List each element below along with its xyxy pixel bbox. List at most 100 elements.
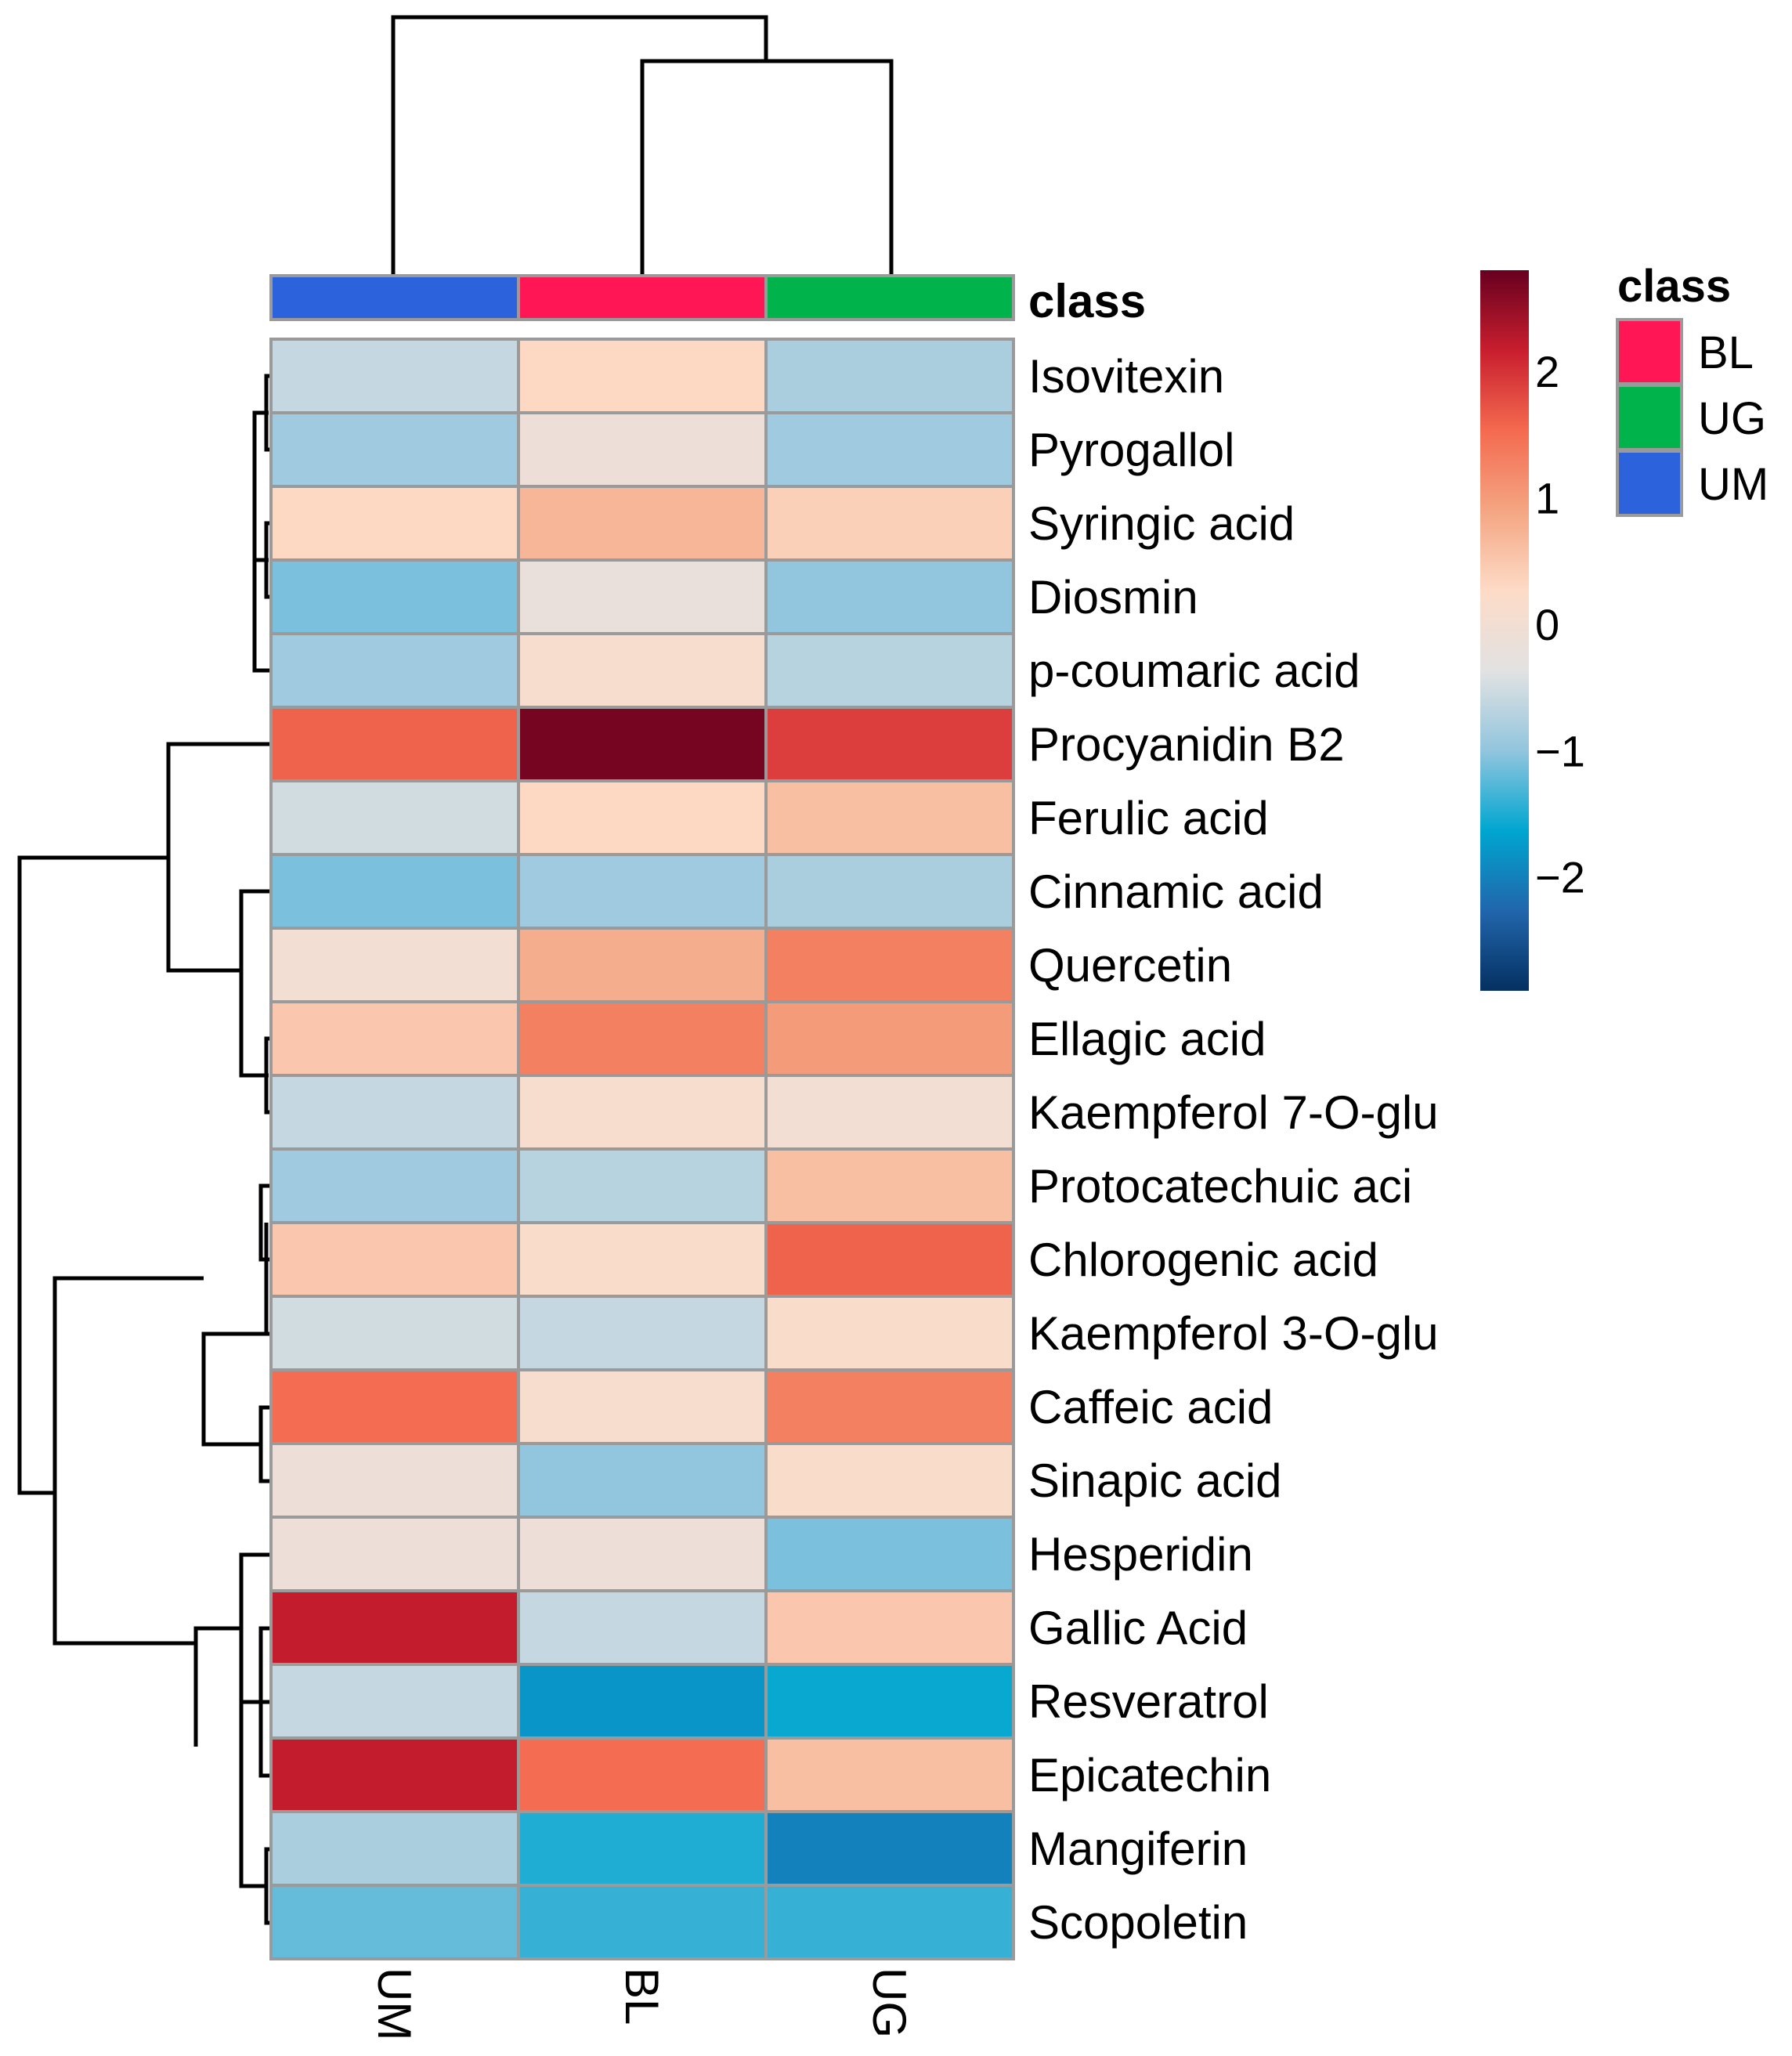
heatmap-cell [269, 1516, 520, 1592]
heatmap-cell [269, 1000, 520, 1077]
heatmap-cell [764, 1663, 1015, 1740]
heatmap-cell [517, 1884, 768, 1960]
colorbar-tick-label: −1 [1535, 726, 1585, 775]
row-label: Ellagic acid [1028, 1013, 1266, 1065]
heatmap-cell [269, 632, 520, 709]
heatmap-cell [269, 1221, 520, 1298]
class-annotation-bar [269, 274, 1015, 321]
heatmap-cell [269, 927, 520, 1003]
heatmap-cell [764, 1368, 1015, 1445]
heatmap-cell [269, 1736, 520, 1813]
row-label: Quercetin [1028, 939, 1232, 992]
colorbar-tick-label: 2 [1535, 347, 1559, 396]
heatmap-cell [764, 1736, 1015, 1813]
heatmap-cell [517, 1663, 768, 1740]
colorbar-tick-label: 1 [1535, 474, 1559, 523]
row-label: Resveratrol [1028, 1675, 1269, 1728]
heatmap-cell [269, 1663, 520, 1740]
heatmap-cell [764, 558, 1015, 635]
row-label: Cinnamic acid [1028, 865, 1324, 918]
heatmap-cell [269, 1884, 520, 1960]
heatmap-cell [517, 1074, 768, 1151]
heatmap-cell [764, 338, 1015, 414]
heatmap-cell [764, 1000, 1015, 1077]
heatmap-cell [517, 411, 768, 488]
heatmap-cell [517, 1368, 768, 1445]
heatmap-cell [269, 1074, 520, 1151]
heatmap-cell [269, 779, 520, 856]
annotation-cell-bl [517, 274, 768, 321]
row-label: Hesperidin [1028, 1528, 1253, 1581]
heatmap-cell [517, 632, 768, 709]
heatmap-cell [764, 779, 1015, 856]
heatmap-cell [269, 706, 520, 782]
heatmap-cell [269, 411, 520, 488]
row-label: Scopoletin [1028, 1896, 1248, 1949]
row-label: Sinapic acid [1028, 1454, 1282, 1507]
heatmap-cell [517, 338, 768, 414]
row-label: Mangiferin [1028, 1823, 1248, 1875]
heatmap-cell [269, 853, 520, 930]
heatmap-cell [764, 632, 1015, 709]
heatmap-cell [764, 1442, 1015, 1519]
heatmap-cell [517, 927, 768, 1003]
annotation-cell-um [269, 274, 520, 321]
row-label: Ferulic acid [1028, 792, 1269, 844]
class-legend: class BL UG UM [1616, 261, 1769, 517]
heatmap-cell [764, 1810, 1015, 1887]
heatmap-cell [764, 927, 1015, 1003]
row-label: Syringic acid [1028, 497, 1295, 550]
legend-swatch-um [1616, 450, 1683, 517]
legend-items: BL UG UM [1616, 318, 1769, 517]
heatmap-cell [764, 1516, 1015, 1592]
heatmap-cell [764, 1589, 1015, 1666]
legend-swatch-ug [1616, 384, 1683, 451]
legend-label-bl: BL [1698, 327, 1754, 378]
row-labels: Isovitexin Pyrogallol Syringic acid Diosmin… [1028, 350, 1439, 1949]
annotation-title: class [1028, 275, 1146, 327]
row-label: Chlorogenic acid [1028, 1234, 1378, 1286]
heatmap-cell [517, 1147, 768, 1224]
row-label: Pyrogallol [1028, 424, 1234, 476]
heatmap-cell [517, 1442, 768, 1519]
heatmap-cell [269, 558, 520, 635]
legend-swatch-bl [1616, 318, 1683, 385]
heatmap-cell [269, 1295, 520, 1371]
colorbar: 2 1 0 −1 −2 [1480, 270, 1585, 991]
colorbar-tick-label: 0 [1535, 600, 1559, 649]
heatmap-cell [764, 1884, 1015, 1960]
heatmap-cell [517, 558, 768, 635]
heatmap-cell [517, 1589, 768, 1666]
heatmap-cell [764, 1074, 1015, 1151]
column-label: UM [368, 1967, 421, 2040]
heatmap-cell [269, 1147, 520, 1224]
legend-label-um: UM [1698, 459, 1769, 510]
row-label: Epicatechin [1028, 1749, 1271, 1801]
column-dendrogram [391, 15, 894, 274]
heatmap-cell [517, 1000, 768, 1077]
legend-title: class [1617, 261, 1731, 312]
row-label: Protocatechuic aci [1028, 1160, 1412, 1212]
heatmap-cell [764, 485, 1015, 562]
heatmap-cell [269, 1368, 520, 1445]
heatmap-cell [517, 1516, 768, 1592]
heatmap-cell [517, 779, 768, 856]
heatmap-cell [764, 1295, 1015, 1371]
heatmap-cell [517, 1736, 768, 1813]
heatmap-cell [269, 485, 520, 562]
annotation-cell-ug [764, 274, 1015, 321]
heatmap-cell [517, 706, 768, 782]
heatmap-cell [269, 1810, 520, 1887]
heatmap-cell [517, 1810, 768, 1887]
row-dendrogram [17, 374, 271, 1925]
column-label: UG [863, 1967, 916, 2038]
row-label: Diosmin [1028, 571, 1198, 623]
heatmap-cell [517, 853, 768, 930]
column-labels: UM BL UG [368, 1967, 916, 2040]
row-label: Gallic Acid [1028, 1602, 1248, 1654]
heatmap-cell [517, 1295, 768, 1371]
heatmap-cell [269, 338, 520, 414]
heatmap-cell [517, 485, 768, 562]
heatmap-cell [764, 411, 1015, 488]
